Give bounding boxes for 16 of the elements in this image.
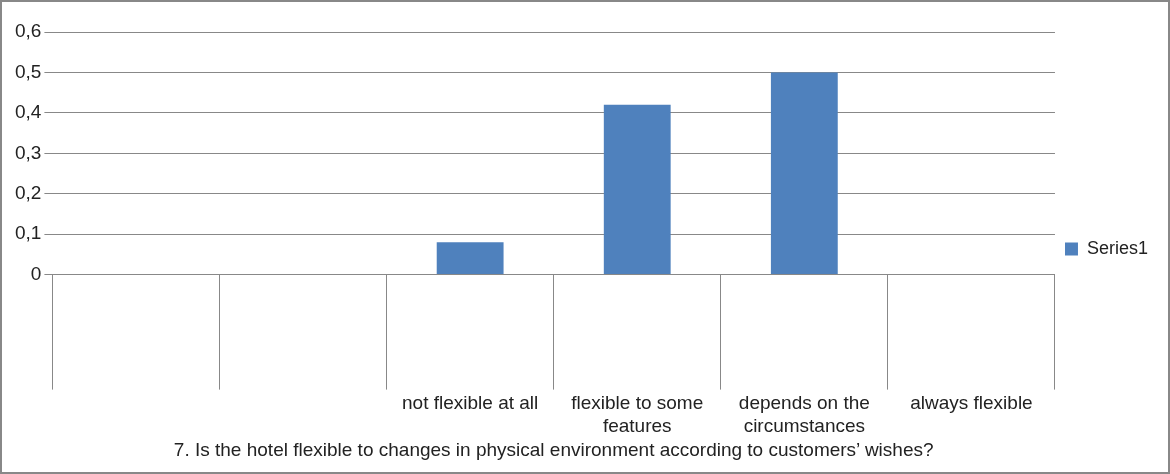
legend-label: Series1 bbox=[1086, 237, 1148, 258]
bar bbox=[436, 242, 504, 275]
x-tick-label: always flexible bbox=[910, 392, 1033, 414]
y-tick-label: 0,1 bbox=[14, 222, 42, 244]
x-tick-label: depends on the circumstances bbox=[738, 392, 870, 437]
y-tick-label: 0 bbox=[30, 262, 42, 284]
y-tick-label: 0,2 bbox=[14, 181, 42, 203]
bar bbox=[603, 104, 671, 275]
y-tick-label: 0,6 bbox=[14, 20, 42, 42]
y-tick-label: 0,5 bbox=[14, 60, 42, 82]
y-tick-label: 0,3 bbox=[14, 141, 42, 163]
y-tick-label: 0,4 bbox=[14, 101, 42, 123]
x-tick-label: flexible to some features bbox=[571, 392, 704, 437]
x-axis-title: 7. Is the hotel flexible to changes in physical environment according to customers’ wishes? bbox=[173, 438, 934, 460]
x-tick-label: not flexible at all bbox=[402, 392, 539, 414]
bar bbox=[770, 72, 838, 275]
